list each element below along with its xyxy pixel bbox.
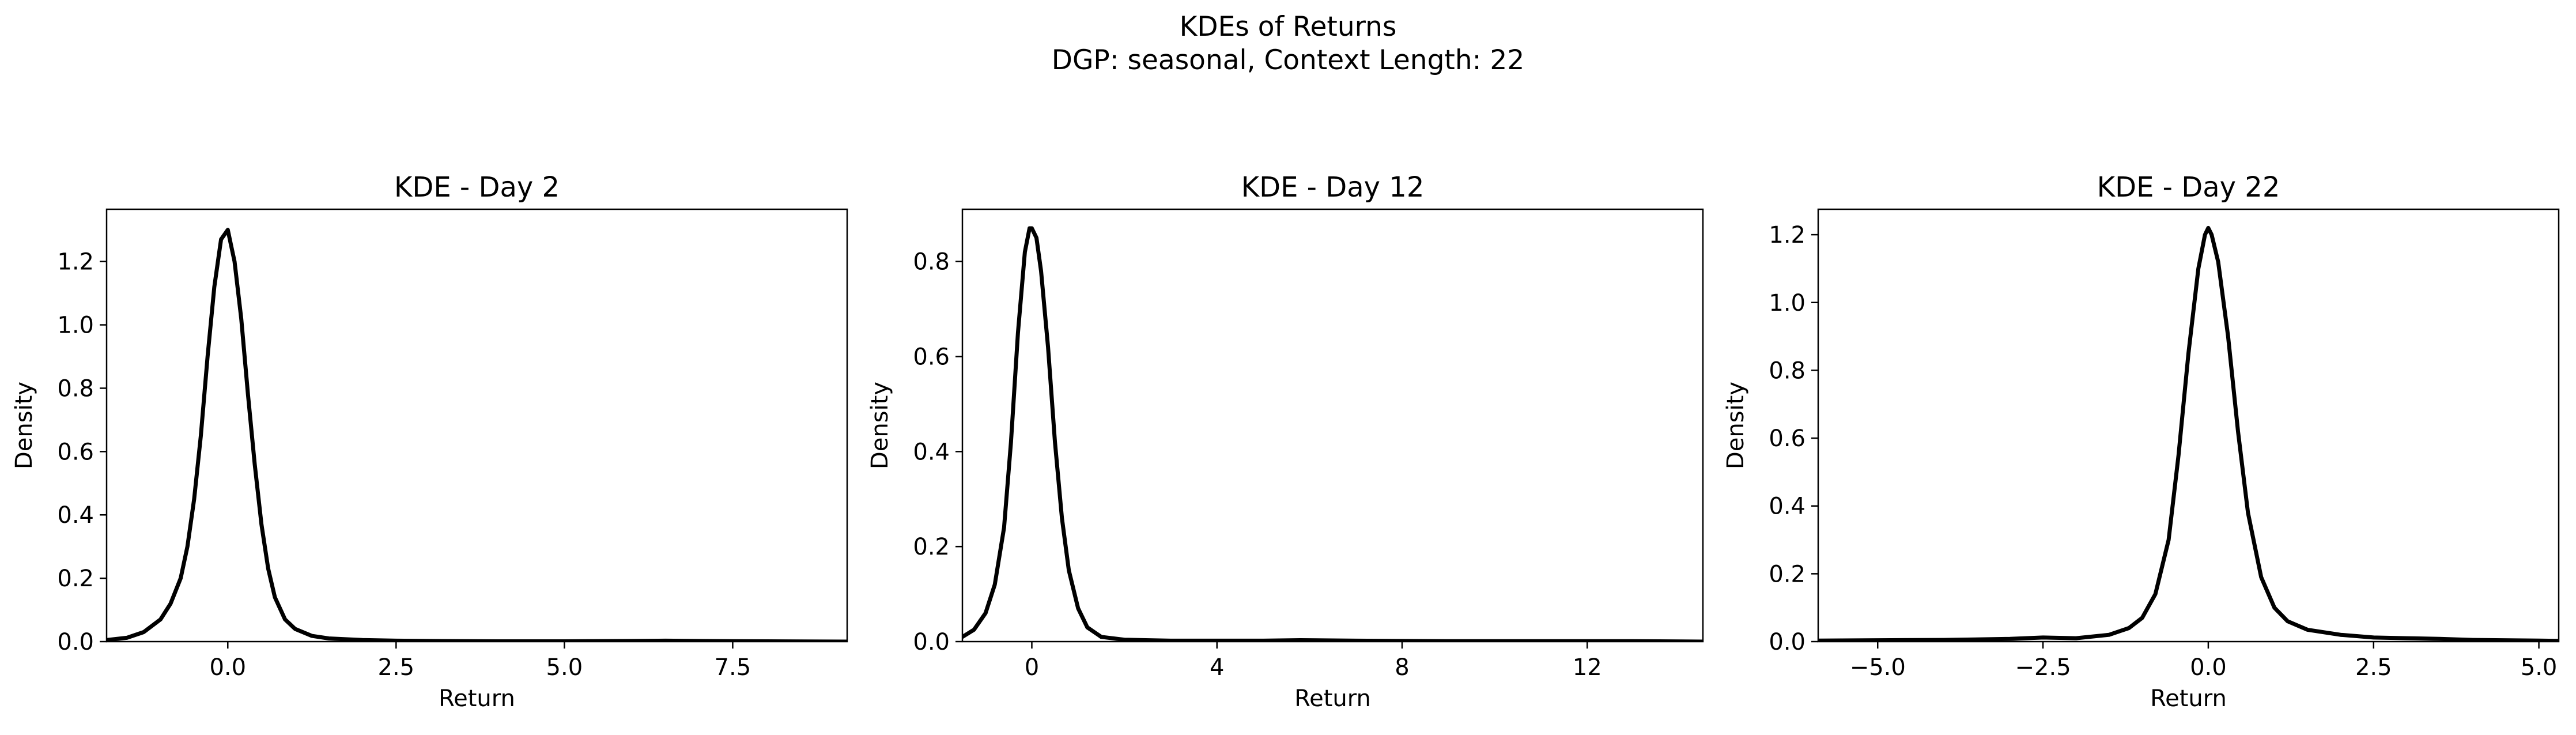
y-tick-label: 1.2 — [1769, 222, 1806, 248]
x-tick-label: 0 — [1025, 654, 1039, 681]
x-axis-label: Return — [2150, 685, 2227, 712]
x-tick-label: 12 — [1573, 654, 1602, 681]
y-tick-label: 0.4 — [1769, 493, 1806, 520]
x-tick-label: 5.0 — [546, 654, 583, 681]
y-tick-label: 0.0 — [1769, 629, 1806, 655]
y-tick-label: 0.8 — [1769, 357, 1806, 384]
kde-panel-day-12: 0 4 8 12 0.0 0.2 0.4 0.6 0.8 KDE - Day 12 Return De… — [867, 171, 1704, 712]
kde-line — [107, 228, 847, 642]
kde-panel-day-2: 0.0 2.5 5.0 7.5 0.0 0.2 0.4 0.6 0.8 1.0 1.2 KDE - D… — [11, 171, 848, 712]
y-tick-label: 0.6 — [913, 344, 950, 370]
y-tick-label: 0.8 — [57, 375, 94, 402]
x-tick-label: 0.0 — [209, 654, 246, 681]
axes-frame — [105, 208, 848, 643]
x-tick-label: −2.5 — [2015, 654, 2071, 681]
subplot-title: KDE - Day 22 — [2097, 171, 2280, 203]
y-tick-label: 1.2 — [57, 249, 94, 276]
y-tick-label: 0.2 — [913, 534, 950, 560]
y-axis-label: Density — [11, 382, 37, 469]
y-axis-label: Density — [1723, 382, 1749, 469]
x-tick-label: 4 — [1210, 654, 1224, 681]
y-tick-label: 0.8 — [913, 249, 950, 276]
y-tick-label: 1.0 — [1769, 290, 1806, 316]
y-tick-label: 1.0 — [57, 312, 94, 339]
subplot-title: KDE - Day 12 — [1241, 171, 1425, 203]
kde-line — [1818, 225, 2559, 642]
y-tick-label: 0.2 — [1769, 561, 1806, 587]
axes-frame — [961, 208, 1704, 643]
y-tick-label: 0.6 — [1769, 425, 1806, 452]
y-axis-label: Density — [867, 382, 893, 469]
figure-suptitle: KDEs of Returns — [1179, 11, 1397, 43]
x-tick-label: 2.5 — [378, 654, 415, 681]
x-axis-label: Return — [1294, 685, 1371, 712]
kde-panel-day-22: −5.0 −2.5 0.0 2.5 5.0 0.0 0.2 0.4 0.6 0.8 1.0 1.2 KD… — [1723, 171, 2560, 712]
y-tick-label: 0.0 — [913, 629, 950, 655]
x-tick-label: 0.0 — [2190, 654, 2227, 681]
y-tick-label: 0.4 — [57, 502, 94, 529]
x-tick-label: 2.5 — [2355, 654, 2392, 681]
y-tick-label: 0.4 — [913, 439, 950, 465]
subplot-title: KDE - Day 2 — [394, 171, 560, 203]
x-axis-label: Return — [439, 685, 515, 712]
kde-line — [962, 226, 1703, 642]
x-tick-label: 5.0 — [2521, 654, 2558, 681]
x-tick-label: 7.5 — [715, 654, 751, 681]
x-tick-label: −5.0 — [1850, 654, 1906, 681]
y-tick-label: 0.6 — [57, 439, 94, 465]
axes-frame — [1817, 208, 2560, 643]
x-tick-label: 8 — [1395, 654, 1409, 681]
figure-subtitle: DGP: seasonal, Context Length: 22 — [1051, 44, 1525, 76]
y-tick-label: 0.2 — [57, 566, 94, 592]
y-tick-label: 0.0 — [57, 629, 94, 655]
